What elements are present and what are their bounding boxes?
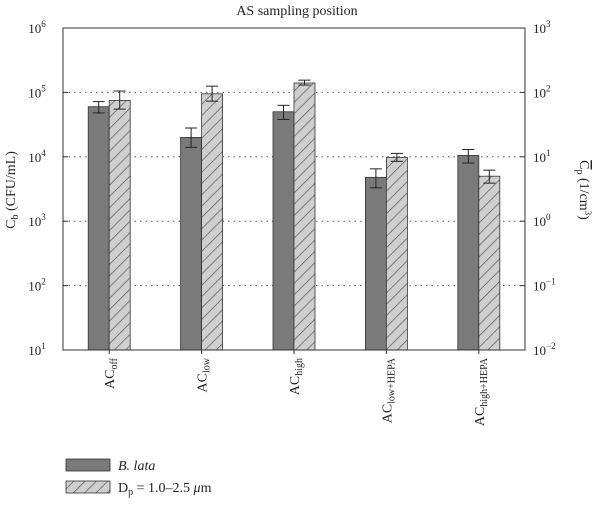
bar — [293, 82, 316, 351]
right-axis-ticks: 10−2 10−1 100 101 102 103 — [520, 19, 556, 358]
right-tick-label: 103 — [533, 19, 551, 36]
right-tick-label: 10−2 — [533, 341, 556, 358]
left-tick-label: 102 — [28, 277, 46, 294]
chart-title: AS sampling position — [236, 4, 357, 19]
bar — [457, 155, 480, 351]
legend-swatch-particles — [65, 480, 111, 494]
x-tick-label: AClow — [196, 357, 213, 392]
right-tick-label: 101 — [533, 148, 551, 165]
left-axis-label: Cb (CFU/mL) — [4, 151, 21, 229]
x-tick-label: ACoff — [103, 357, 120, 389]
left-tick-label: 104 — [28, 148, 46, 165]
bar — [364, 176, 387, 351]
x-axis-ticks: ACoff AClow AChigh AClow+HEPA AChigh+HEPA — [103, 350, 490, 426]
right-tick-label: 102 — [533, 83, 551, 100]
right-axis-label: Cp (1/cm3) — [574, 160, 593, 220]
x-tick-label: AClow+HEPA — [380, 357, 397, 423]
left-tick-label: 101 — [28, 341, 46, 358]
bar — [201, 93, 224, 351]
left-tick-label: 106 — [28, 19, 46, 36]
bar — [180, 137, 203, 351]
right-tick-label: 10−1 — [533, 277, 556, 294]
bar — [108, 100, 131, 351]
bar — [385, 156, 408, 351]
x-tick-label: AChigh — [288, 358, 305, 395]
error-bars — [92, 79, 496, 189]
legend-label-particles: Dp = 1.0–2.5 μm — [118, 481, 212, 498]
bar — [87, 106, 110, 351]
bar — [478, 175, 501, 351]
bars — [87, 82, 501, 351]
legend-swatch-b-lata — [65, 458, 111, 472]
x-tick-label: AChigh+HEPA — [473, 357, 490, 426]
right-tick-label: 100 — [533, 212, 551, 229]
legend: B. lata Dp = 1.0–2.5 μm — [65, 458, 212, 498]
left-axis-ticks: 101 102 103 104 105 106 — [28, 19, 68, 358]
left-tick-label: 105 — [28, 83, 46, 100]
left-tick-label: 103 — [28, 212, 46, 229]
legend-label-b-lata: B. lata — [118, 459, 155, 474]
bar — [272, 111, 295, 351]
